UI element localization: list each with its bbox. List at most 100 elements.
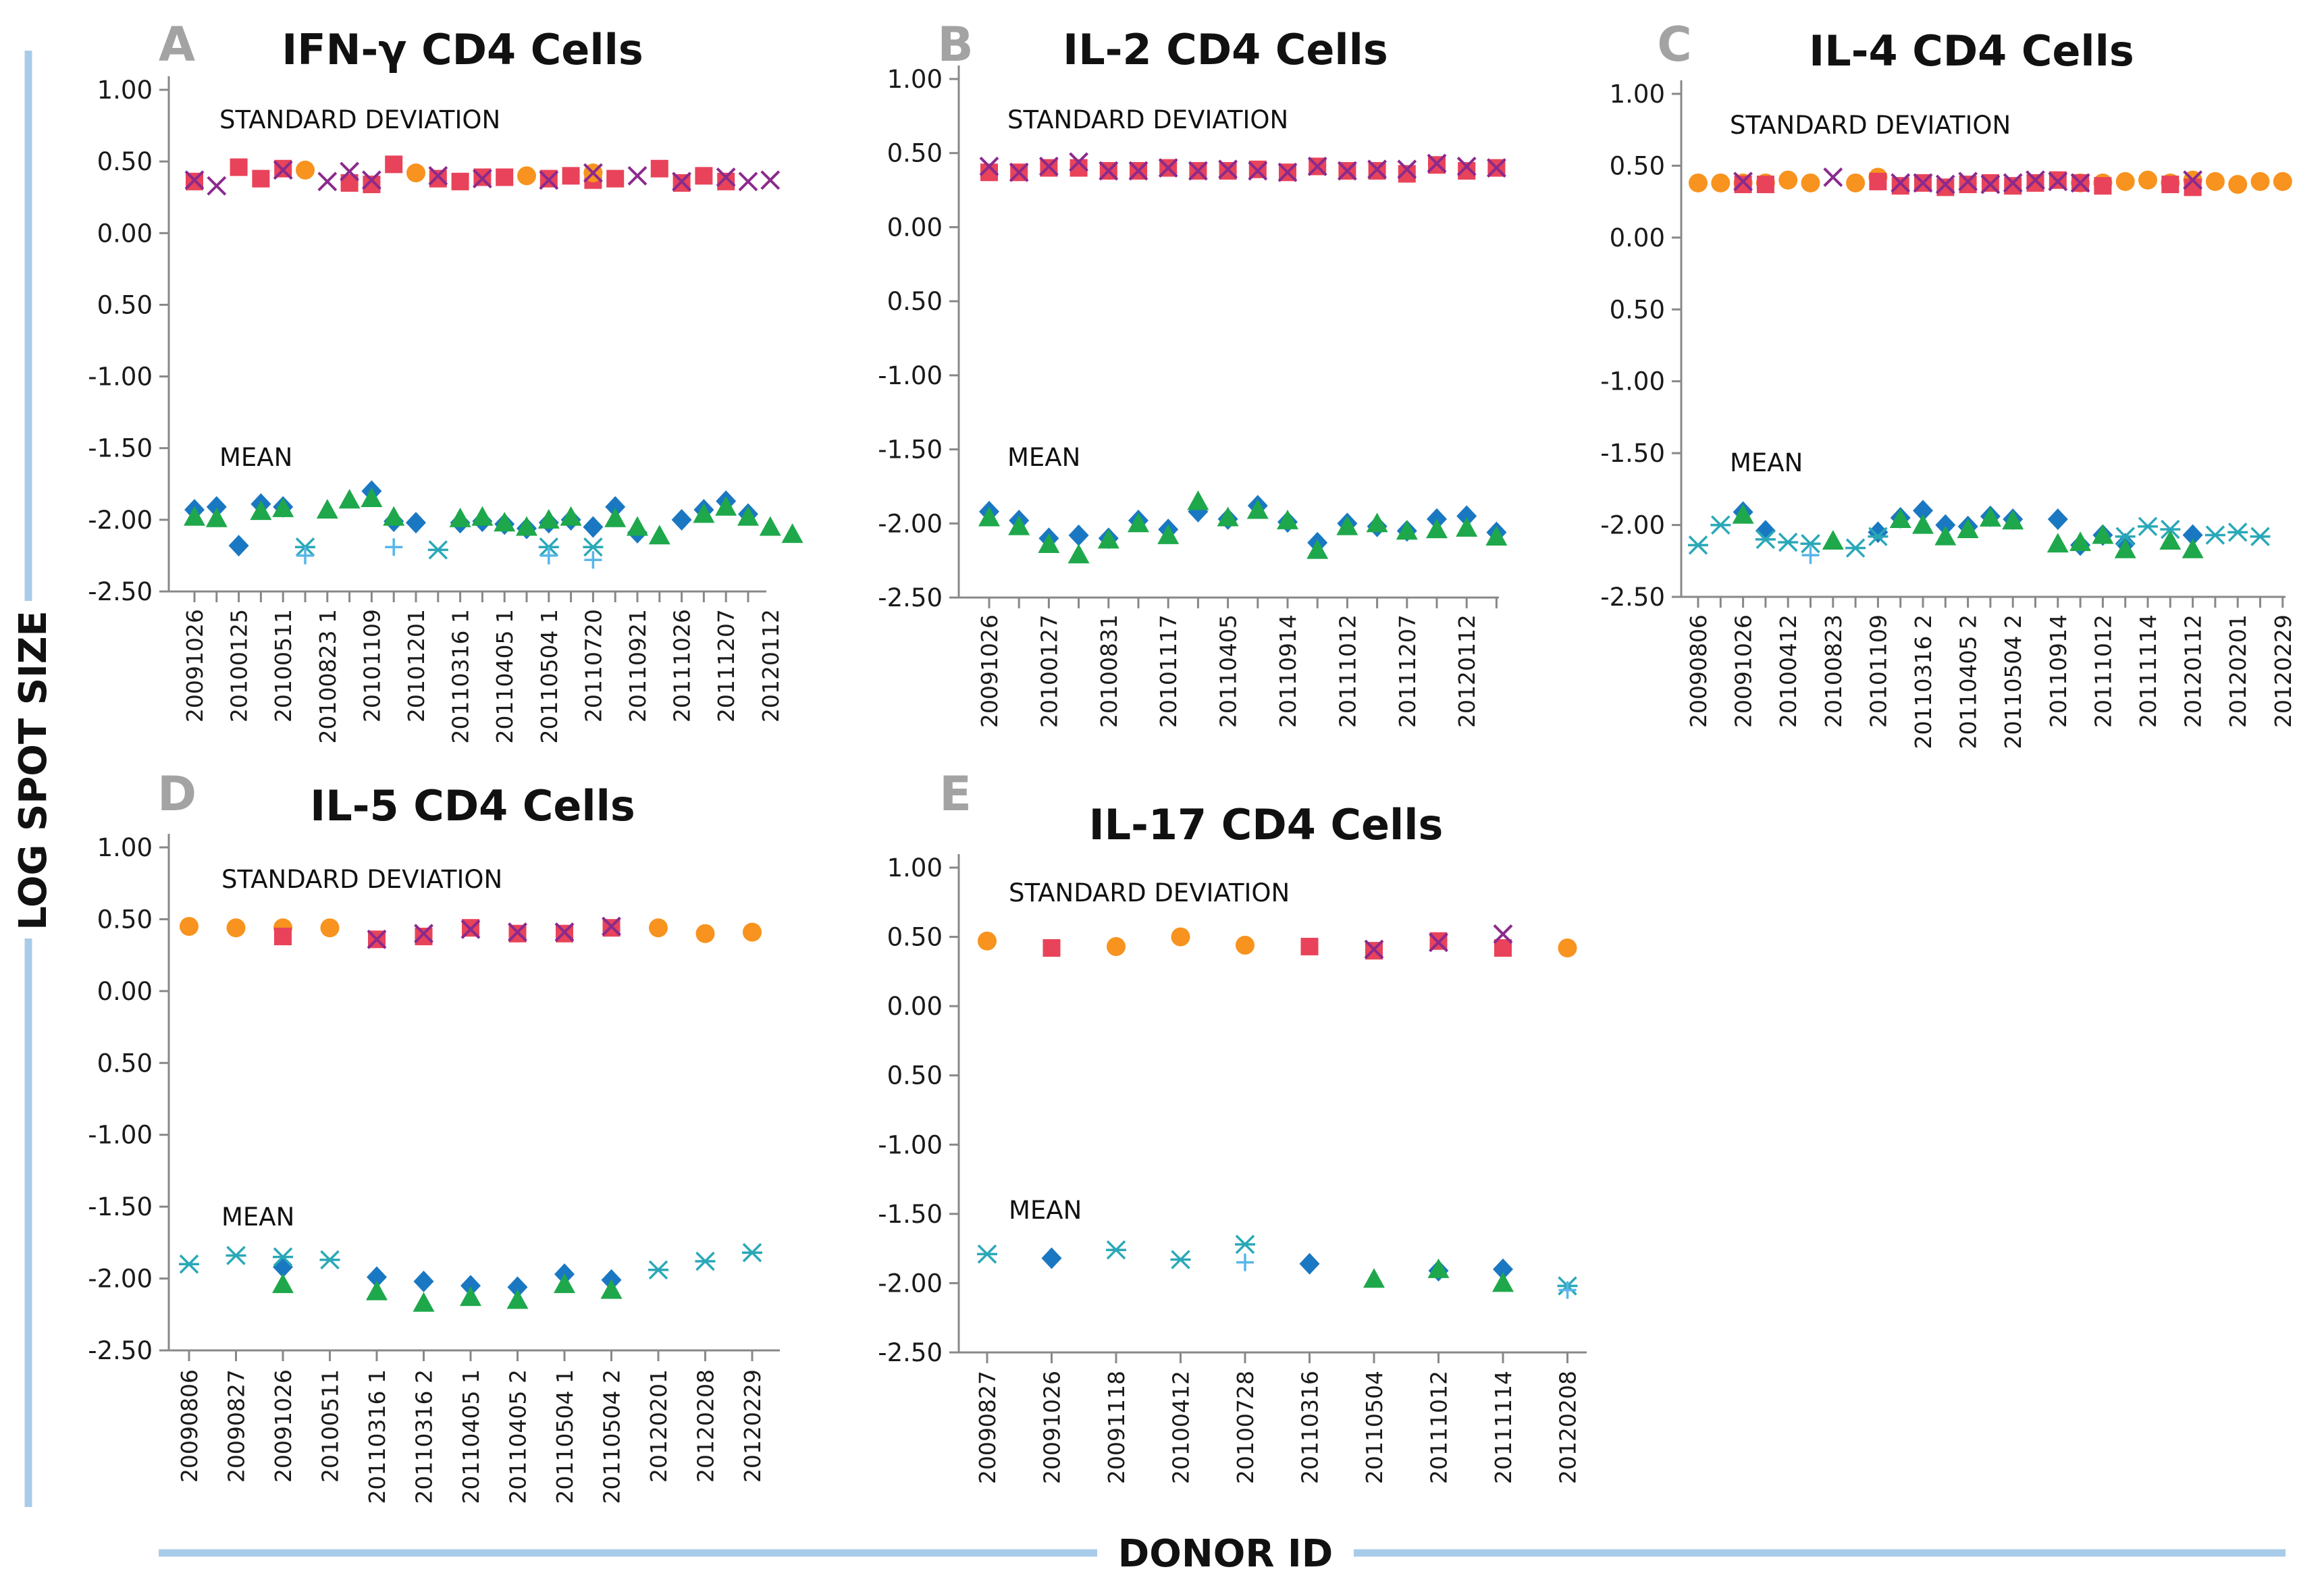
x-point [1069, 152, 1089, 172]
x-point [554, 922, 575, 943]
triangle-point [1246, 499, 1269, 519]
x-tick-label: 20110504 [1361, 1371, 1388, 1484]
triangle-point [1067, 544, 1090, 564]
diamond-point [1493, 1258, 1513, 1280]
x-point [367, 929, 387, 949]
y-tick-label: -1.50 [878, 435, 943, 465]
diamond-point [583, 516, 604, 538]
x-point [1486, 158, 1506, 178]
x-point [317, 171, 338, 192]
y-tick-label: -1.50 [88, 1192, 153, 1221]
circle-point [1778, 170, 1798, 190]
x-tick-label: 20101109 [359, 609, 385, 722]
circle-point [406, 163, 425, 183]
circle-point [180, 917, 199, 936]
star-point [2204, 525, 2225, 545]
x-tick-label: 20111026 [669, 609, 695, 722]
square-point [1869, 172, 1887, 190]
series-plus [296, 538, 602, 569]
mean-annotation: MEAN [219, 443, 292, 472]
star-point [2160, 519, 2181, 539]
star-point [695, 1251, 716, 1271]
x-tick-label: 20100412 [1775, 614, 1801, 728]
triangle-point [1128, 512, 1149, 533]
square-point [415, 927, 433, 945]
panel-letter: E [939, 766, 972, 822]
plus-point [584, 551, 602, 569]
star-point [583, 537, 604, 557]
y-tick-label: 0.50 [1610, 295, 1665, 324]
square-point [1891, 177, 1909, 195]
x-point [1158, 158, 1178, 178]
x-tick-label: 20111207 [713, 609, 739, 722]
triangle-point [560, 506, 582, 526]
diamond-point [1913, 500, 1933, 522]
triangle-point [1363, 1268, 1385, 1288]
star-point [1688, 535, 1708, 555]
panel-e: E IL-17 CD4 Cells STANDARD DEVIATION MEAN 1.… [878, 766, 1587, 1484]
triangle-point [627, 516, 648, 536]
triangle-point [1008, 515, 1030, 535]
series-x [1364, 924, 1513, 959]
diamond-point [1755, 520, 1776, 542]
x-point [207, 176, 227, 196]
y-tick-label: 0.00 [1610, 223, 1665, 253]
plus-point [539, 546, 558, 564]
triangle-point [781, 523, 803, 544]
star-point [1778, 532, 1799, 552]
x-tick-label: 20120229 [739, 1369, 766, 1483]
x-tick-label: 20120201 [645, 1369, 672, 1483]
x-point [1337, 161, 1357, 181]
panel-title: IL-4 CD4 Cells [1809, 26, 2134, 76]
circle-point [1846, 173, 1866, 192]
x-tick-label: 20090806 [176, 1369, 203, 1483]
x-tick-label: 20110316 [1297, 1371, 1323, 1484]
triangle-point [1277, 509, 1298, 529]
diamond-point [1935, 514, 1956, 536]
triangle-point [494, 512, 516, 532]
series-plus [1801, 546, 1820, 564]
triangle-point [1957, 518, 1979, 538]
square-point [274, 927, 292, 945]
y-tick-label: 1.00 [887, 853, 943, 882]
circle-point [320, 918, 340, 938]
circle-point [1107, 936, 1126, 956]
x-tick-label: 20100831 [1096, 614, 1122, 728]
triangle-point [978, 506, 1000, 527]
square-point [1494, 939, 1512, 957]
y-tick-label: -2.50 [1600, 583, 1665, 612]
triangle-point [1979, 506, 2001, 527]
y-tick-label: 0.50 [887, 1061, 943, 1090]
x-point [716, 167, 736, 187]
star-point [1235, 1234, 1255, 1255]
series-square [980, 156, 1506, 183]
panel-letter: C [1657, 17, 1691, 72]
x-tick-label: 20110405 2 [1955, 614, 1982, 749]
square-point [230, 158, 248, 176]
x-point [184, 170, 205, 190]
series-x [184, 160, 781, 196]
x-tick-label: 20120112 [758, 609, 784, 722]
square-point [1300, 937, 1319, 955]
triangle-point [2159, 529, 2182, 550]
plus-point [296, 546, 314, 564]
triangle-point [272, 497, 294, 517]
x-tick-label: 20111012 [1334, 614, 1361, 728]
panel-letter: B [937, 17, 973, 72]
triangle-point [1157, 524, 1180, 544]
triangle-point [383, 506, 405, 526]
sd-annotation: STANDARD DEVIATION [1009, 878, 1290, 907]
x-tick-label: 20091026 [976, 614, 1003, 728]
x-tick-label: 20111207 [1394, 614, 1421, 728]
x-point [1493, 924, 1513, 944]
diamond-point [605, 496, 626, 518]
square-point [650, 159, 668, 178]
triangle-point [361, 487, 383, 508]
panels: A IFN-γ CD4 Cells STANDARD DEVIATION MEAN 1.… [88, 17, 2296, 1504]
y-tick-label: -1.50 [88, 434, 153, 463]
x-point [2048, 171, 2068, 192]
y-tick-label: -2.00 [88, 506, 153, 535]
triangle-point [366, 1280, 388, 1300]
plus-point [1558, 1281, 1577, 1299]
x-tick-label: 20100511 [317, 1369, 344, 1483]
